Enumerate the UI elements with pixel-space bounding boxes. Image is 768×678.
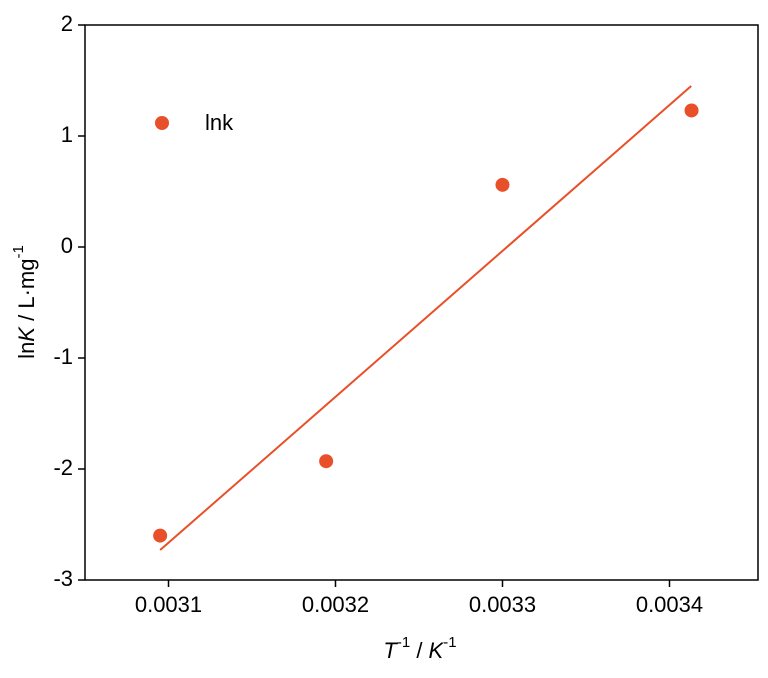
x-tick-label: 0.0031 bbox=[135, 592, 202, 617]
legend-marker bbox=[155, 116, 169, 130]
x-axis-label: T-1 / K-1 bbox=[383, 634, 456, 663]
label-part: / L·mg bbox=[14, 259, 39, 327]
point bbox=[319, 454, 334, 469]
point bbox=[495, 177, 510, 192]
label-part: ln bbox=[14, 342, 39, 359]
y-tick-label: -2 bbox=[53, 455, 73, 480]
point bbox=[684, 103, 699, 118]
y-axis-label: lnK / L·mg-1 bbox=[10, 245, 39, 359]
label-part: -1 bbox=[443, 634, 456, 651]
y-tick-label: 0 bbox=[61, 233, 73, 258]
x-tick-label: 0.0032 bbox=[302, 592, 369, 617]
label-part: T bbox=[383, 638, 398, 663]
fit-line bbox=[159, 85, 692, 551]
point bbox=[153, 528, 168, 543]
y-tick-label: 2 bbox=[61, 11, 73, 36]
y-tick-label: -3 bbox=[53, 566, 73, 591]
label-part: K bbox=[429, 638, 445, 663]
y-tick-label: -1 bbox=[53, 344, 73, 369]
plot-frame bbox=[84, 24, 759, 581]
legend-label: lnk bbox=[205, 110, 234, 135]
label-part: -1 bbox=[10, 245, 27, 258]
label-part: / bbox=[410, 638, 428, 663]
y-tick-label: 1 bbox=[61, 122, 73, 147]
label-part: -1 bbox=[397, 634, 410, 651]
label-part: K bbox=[14, 326, 39, 342]
x-tick-label: 0.0034 bbox=[636, 592, 703, 617]
x-tick-label: 0.0033 bbox=[469, 592, 536, 617]
